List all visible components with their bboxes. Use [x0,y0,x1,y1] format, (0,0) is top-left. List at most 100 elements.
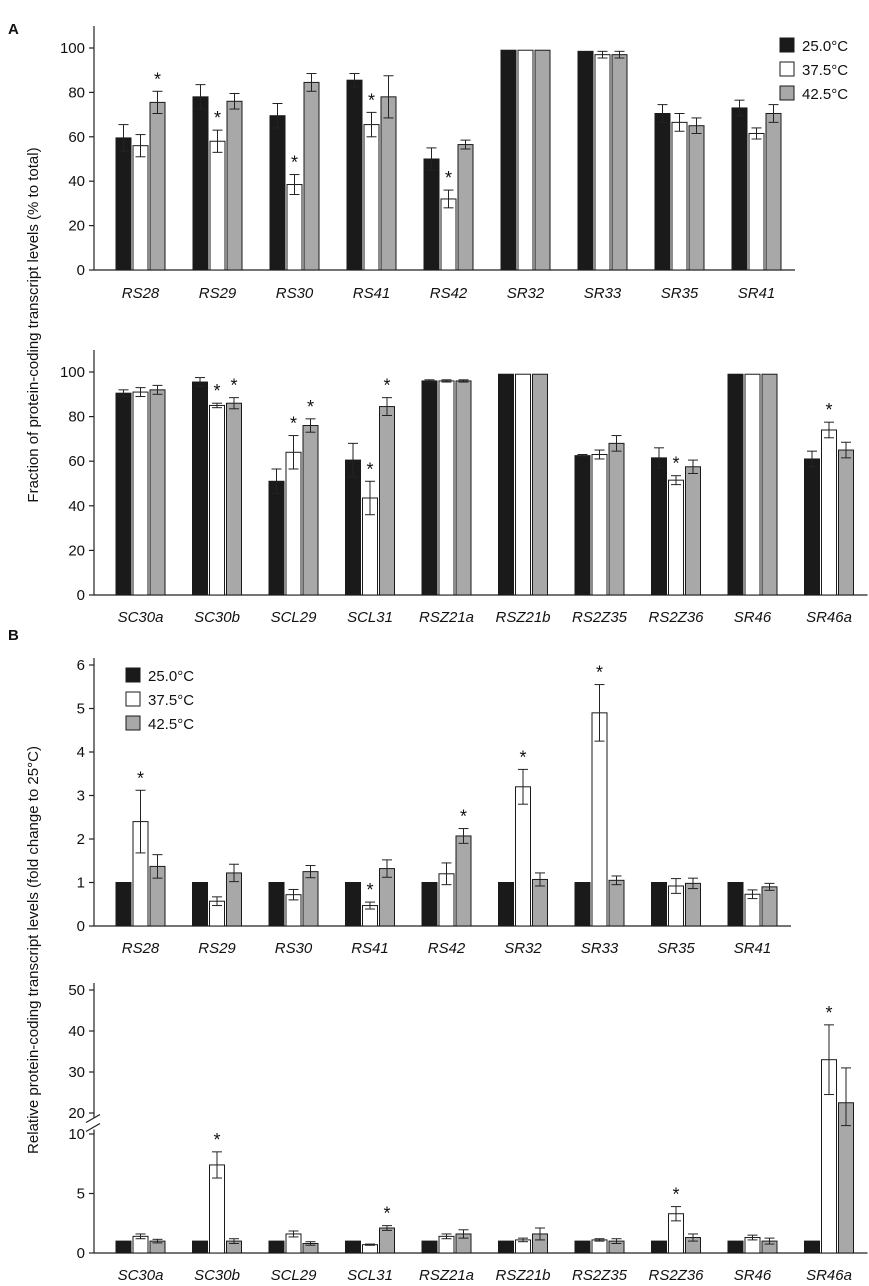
bar [748,132,765,271]
y-axis-label-b: Relative protein-coding transcript level… [25,746,42,1154]
bar [651,457,667,596]
category-label: RS28 [122,940,160,957]
legend-swatch [125,715,141,731]
bar [498,1240,514,1254]
chart-a-bottom: 0 20 40 60 80 100 SC30a * * SC30b * * SCL29 * * SCL31 RS… [60,350,868,626]
bar [268,882,285,927]
significance-star: * [366,459,373,479]
bar [654,112,671,271]
bar [303,81,320,271]
bar [346,79,363,271]
bar [532,373,548,596]
category-label: RSZ21b [495,609,550,626]
significance-star: * [596,663,603,683]
y-tick-label: 60 [68,129,85,146]
bar [591,454,608,596]
axis-break-mark [85,1122,101,1133]
significance-star: * [368,90,375,110]
category-label: SR32 [504,940,542,957]
legend-swatch [779,61,795,77]
bar [438,380,455,596]
bar [457,144,474,271]
bar [209,404,225,596]
bar [226,402,242,596]
bar [498,882,514,927]
y-tick-label: 6 [77,657,85,674]
y-tick-label: 100 [60,364,85,381]
bar [838,449,854,596]
legend-label: 42.5°C [802,86,848,103]
legend-swatch [125,691,141,707]
significance-star: * [519,747,526,767]
bar [302,425,319,596]
category-label: RS30 [275,940,313,957]
category-label: SCL29 [271,1267,318,1284]
category-label: SCL31 [347,609,393,626]
bar [611,54,628,271]
bar [115,882,132,927]
significance-star: * [137,768,144,788]
category-label: RS42 [430,285,468,302]
bar [517,49,534,271]
y-tick-label: 100 [60,40,85,57]
bar [115,137,132,271]
y-tick-label: 4 [77,744,85,761]
bar [423,158,440,271]
category-label: RS2Z35 [572,609,628,626]
category-label: RS41 [353,285,391,302]
bar [761,886,778,927]
significance-star: * [366,880,373,900]
y-tick-label: 60 [68,453,85,470]
category-label: SR41 [734,940,772,957]
bar [115,392,132,596]
legend-b: 25.0°C 37.5°C 42.5°C [125,667,194,733]
bar [804,1240,820,1254]
bar [500,49,517,271]
category-label: SR46a [806,1267,852,1284]
significance-star: * [307,397,314,417]
bar [115,1240,132,1254]
bar [192,96,209,271]
bar [379,406,395,596]
bar [608,442,625,596]
y-tick-label: 40 [68,1023,85,1040]
category-label: SR33 [581,940,619,957]
category-label: SR46 [734,609,772,626]
bar [192,381,208,596]
y-tick-label: 0 [77,587,85,604]
significance-star: * [154,69,161,89]
bar [455,380,472,596]
y-tick-label: 80 [68,409,85,426]
bar [688,125,705,271]
legend-label: 25.0°C [802,38,848,55]
legend-swatch [779,85,795,101]
y-tick-label: 30 [68,1064,85,1081]
bar [421,1240,438,1254]
category-label: RSZ21b [495,1267,550,1284]
bar [363,124,380,271]
significance-star: * [672,454,679,474]
bar [685,466,701,596]
bar [608,879,625,927]
category-label: SC30a [118,1267,164,1284]
bar [285,451,302,596]
significance-star: * [214,108,221,128]
category-label: RS30 [276,285,314,302]
bar [594,54,611,271]
category-label: SC30a [118,609,164,626]
bar [209,140,226,271]
bar [440,198,457,271]
bar [651,882,667,927]
bar [455,835,472,927]
bar [727,1240,744,1254]
bar [727,882,744,927]
chart-b-bottom: 0 5 10 20 30 40 50 SC30a * SC30b SCL29 * SCL31 RSZ21a… [68,982,868,1284]
category-label: SR35 [661,285,699,302]
legend-swatch [779,37,795,53]
significance-star: * [825,1003,832,1023]
legend-label: 37.5°C [802,62,848,79]
chart-a-top: 0 20 40 60 80 100 * RS28 * RS29 * RS30 * RS41 * RS42 SR3… [60,26,795,302]
category-label: SCL31 [347,1267,393,1284]
category-label: RS2Z36 [648,1267,704,1284]
bar [574,455,591,596]
